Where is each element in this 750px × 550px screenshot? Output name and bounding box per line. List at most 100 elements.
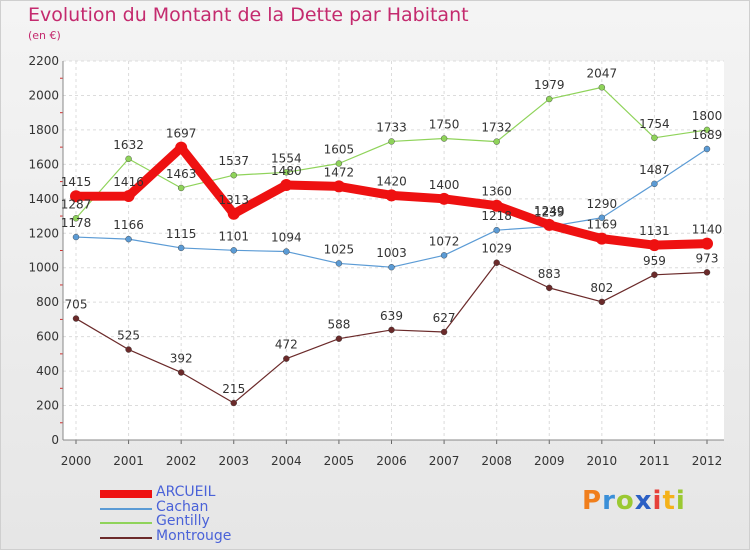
y-tick-label: 400	[36, 364, 59, 378]
plot-area	[63, 61, 724, 440]
x-tick-label: 2010	[587, 454, 618, 468]
y-tick-label: 800	[36, 295, 59, 309]
data-point-montrouge	[230, 399, 237, 407]
y-tick-label: 200	[36, 399, 59, 413]
data-label-arcueil: 1415	[61, 175, 92, 189]
data-label-cachan: 1689	[692, 128, 723, 142]
data-label-arcueil: 1313	[218, 193, 249, 207]
data-point-gentilly	[493, 138, 500, 145]
data-label-montrouge: 525	[117, 329, 140, 343]
data-label-gentilly: 1754	[639, 117, 670, 131]
legend-label: Cachan	[156, 499, 209, 515]
data-label-cachan: 1239	[534, 206, 565, 220]
x-tick-label: 2000	[61, 454, 92, 468]
y-tick-label: 2000	[28, 88, 59, 102]
data-label-montrouge: 627	[433, 311, 456, 325]
data-label-arcueil: 1169	[587, 218, 618, 232]
y-tick-label: 2200	[28, 54, 59, 68]
legend-label: ARCUEIL	[156, 484, 216, 500]
data-label-montrouge: 215	[222, 382, 245, 396]
data-label-gentilly: 1632	[113, 138, 144, 152]
data-label-cachan: 1290	[587, 197, 618, 211]
data-label-arcueil: 1472	[324, 165, 355, 179]
data-label-arcueil: 1697	[166, 127, 197, 141]
data-point-cachan	[230, 247, 237, 254]
data-point-gentilly	[651, 134, 658, 142]
logo-letter: i	[675, 486, 686, 516]
data-label-gentilly: 2047	[587, 66, 618, 80]
data-point-montrouge	[283, 355, 290, 362]
data-point-arcueil	[438, 192, 451, 205]
data-point-arcueil	[385, 189, 398, 202]
x-tick-label: 2009	[534, 454, 565, 468]
data-point-cachan	[651, 180, 658, 188]
y-tick-label: 1000	[28, 261, 59, 275]
data-point-arcueil	[70, 190, 82, 203]
data-point-montrouge	[598, 298, 606, 306]
chart-subtitle: (en €)	[28, 29, 61, 42]
data-point-arcueil	[175, 141, 188, 154]
data-label-arcueil: 1420	[376, 174, 407, 188]
data-point-arcueil	[122, 190, 135, 203]
x-tick-label: 2002	[166, 454, 197, 468]
data-label-montrouge: 588	[327, 318, 350, 332]
data-label-gentilly: 1979	[534, 78, 565, 92]
data-label-cachan: 1003	[376, 246, 407, 260]
data-label-montrouge: 802	[590, 281, 613, 295]
logo-letter: t	[662, 486, 676, 516]
data-label-gentilly: 1605	[324, 143, 355, 157]
data-label-cachan: 1025	[324, 242, 355, 256]
data-point-arcueil	[701, 237, 713, 250]
data-point-cachan	[440, 252, 448, 259]
y-tick-label: 600	[36, 330, 59, 344]
data-point-montrouge	[703, 269, 711, 276]
data-point-gentilly	[72, 215, 80, 222]
data-point-cachan	[177, 244, 185, 252]
data-label-cachan: 1218	[481, 209, 512, 223]
data-point-cachan	[703, 145, 711, 153]
x-tick-label: 2007	[429, 454, 460, 468]
data-label-montrouge: 959	[643, 254, 666, 268]
data-label-gentilly: 1463	[166, 167, 197, 181]
data-point-arcueil	[490, 199, 503, 212]
data-label-cachan: 1178	[61, 216, 92, 230]
data-label-montrouge: 973	[696, 251, 719, 265]
data-label-cachan: 1094	[271, 231, 302, 245]
legend-swatch-arcueil	[100, 490, 152, 498]
data-label-montrouge: 705	[65, 298, 88, 312]
legend-label: Montrouge	[156, 528, 232, 544]
data-point-arcueil	[648, 239, 661, 252]
x-tick-label: 2005	[324, 454, 355, 468]
data-point-montrouge	[388, 326, 395, 334]
data-point-cachan	[598, 214, 606, 221]
data-label-montrouge: 472	[275, 338, 298, 352]
data-label-montrouge: 1029	[481, 242, 512, 256]
data-label-arcueil: 1249	[534, 204, 565, 218]
data-point-gentilly	[125, 155, 132, 163]
data-label-gentilly: 1732	[481, 121, 512, 135]
logo-letter: o	[615, 486, 635, 516]
x-tick-label: 2003	[218, 454, 249, 468]
y-tick-label: 1600	[28, 157, 59, 171]
data-point-arcueil	[280, 179, 293, 192]
legend-swatch-gentilly	[100, 522, 152, 524]
data-point-montrouge	[651, 271, 658, 278]
data-point-arcueil	[227, 207, 240, 220]
data-point-montrouge	[546, 284, 553, 292]
x-tick-label: 2011	[639, 454, 670, 468]
logo-letter: x	[634, 486, 653, 516]
data-point-cachan	[493, 226, 500, 234]
data-label-arcueil: 1416	[113, 175, 144, 189]
data-point-gentilly	[388, 138, 395, 145]
data-label-gentilly: 1733	[376, 120, 407, 134]
data-point-gentilly	[703, 126, 711, 134]
data-label-cachan: 1101	[218, 229, 249, 243]
data-label-gentilly: 1287	[61, 197, 92, 211]
data-label-montrouge: 883	[538, 267, 561, 281]
data-label-arcueil: 1400	[429, 178, 460, 192]
data-label-cachan: 1487	[639, 163, 670, 177]
data-label-arcueil: 1131	[639, 224, 670, 238]
x-tick-label: 2004	[271, 454, 302, 468]
data-point-gentilly	[283, 169, 290, 176]
